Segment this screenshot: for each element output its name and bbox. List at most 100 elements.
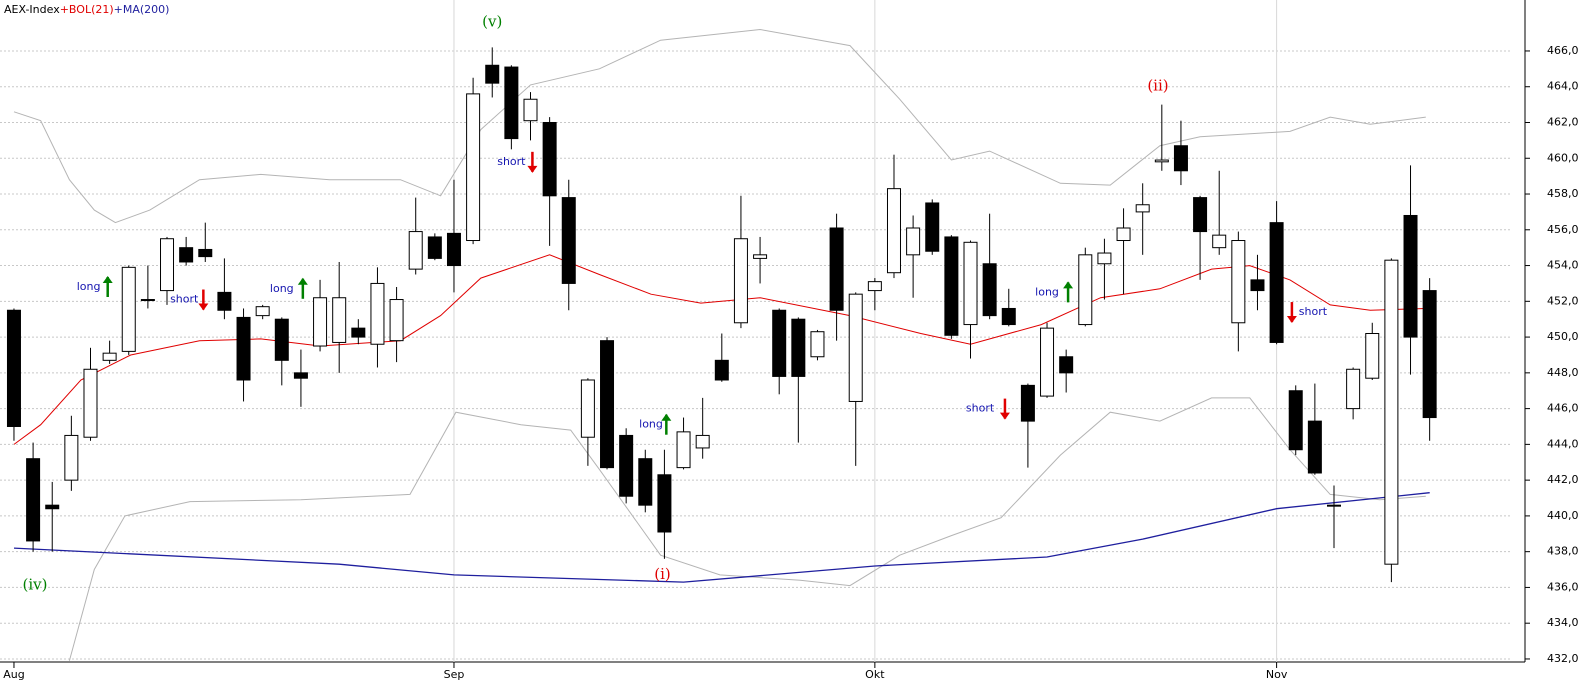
wave-label: (v) [482,12,502,30]
wave-label: (ii) [1147,77,1168,95]
candle-body [638,458,653,506]
candle-body [121,266,136,352]
candle-body [160,238,175,292]
candle-body [6,309,21,427]
candle-body [1269,222,1284,343]
signal-label: short [1299,305,1328,318]
wave-label: (iv) [23,576,48,594]
y-tick-label: 438,0 [1547,545,1579,558]
candle-body [293,372,308,379]
indicator-line [68,397,1426,661]
y-tick-label: 448,0 [1547,366,1579,379]
candle-body [1059,356,1074,374]
signal-label: short [966,402,995,415]
y-tick-label: 460,0 [1547,151,1579,164]
candle-body [695,434,710,449]
candle-body [1193,197,1208,233]
candle-body [236,316,251,381]
candle-body [1231,240,1246,324]
candle-body [925,202,940,252]
legend: AEX-Index+BOL(21)+MA(200) [4,3,169,16]
signal-label: short [170,293,199,306]
candle-body [485,64,500,84]
signal-arrow-head [198,303,209,311]
x-tick-label: Nov [1266,668,1288,681]
signal-label: long [639,418,663,431]
y-tick-label: 464,0 [1547,80,1579,93]
candle-body [83,368,98,438]
candle-body [26,458,41,542]
x-tick-label: Aug [3,668,24,681]
candle-body [332,297,347,343]
candle-body [753,254,768,259]
y-tick-label: 434,0 [1547,616,1579,629]
candle-body [963,241,978,326]
candle-body [1365,333,1380,379]
x-tick-label: Okt [865,668,885,681]
legend-entry: AEX-Index [4,3,60,16]
candle-body [1001,307,1016,326]
candle-body [1250,279,1265,292]
x-tick-label: Sep [444,668,465,681]
signal-label: long [77,280,101,293]
signal-arrow-head [527,165,538,173]
signal-label: short [497,155,526,168]
candle-body [1288,390,1303,451]
candle-body [944,236,959,336]
candle-body [772,309,787,377]
candle-body [1154,159,1169,163]
candle-body [848,293,863,402]
y-tick-label: 454,0 [1547,259,1579,272]
candle-body [446,232,461,267]
candle-body [810,331,825,358]
candle-body [217,291,232,311]
signal-label: long [1035,285,1059,298]
candle-body [1020,384,1035,422]
candle-body [1173,145,1188,172]
y-tick-label: 456,0 [1547,223,1579,236]
y-tick-label: 458,0 [1547,187,1579,200]
candle-body [466,93,481,242]
candle-body [523,98,538,122]
candle-body [1078,254,1093,326]
candle-body [561,197,576,284]
candle-body [102,352,117,361]
candle-body [427,236,442,259]
candle-body [255,306,270,317]
legend-entry: +MA(200) [114,3,170,16]
candle-body [1212,234,1227,249]
candle-body [1116,227,1131,242]
candle-body [313,297,328,347]
candle-body [542,121,557,197]
candle-body [600,340,615,469]
candle-body [1040,327,1055,397]
candle-body [1326,504,1341,507]
candle-body [45,504,60,510]
candle-body [714,359,729,381]
signal-arrow-head [1286,316,1297,324]
wave-label: (i) [654,565,671,583]
y-tick-label: 436,0 [1547,580,1579,593]
candle-body [580,379,595,438]
candle-body [408,231,423,270]
y-tick-label: 450,0 [1547,330,1579,343]
signal-arrow-head [102,276,113,284]
signal-arrow-head [297,277,308,285]
y-tick-label: 432,0 [1547,652,1579,665]
candle-body [351,327,366,338]
candle-body [1097,252,1112,265]
indicator-line [13,492,1430,583]
candle-body [982,263,997,317]
candle-body [829,227,844,311]
candle-body [198,248,213,258]
signal-label: long [270,282,294,295]
candle-body [1422,290,1437,419]
candle-body [389,299,404,342]
candle-body [370,282,385,345]
candle-body [64,434,79,481]
candle-body [1346,368,1361,410]
candle-body [274,318,289,361]
y-tick-label: 466,0 [1547,44,1579,57]
signal-arrow-head [661,413,672,421]
